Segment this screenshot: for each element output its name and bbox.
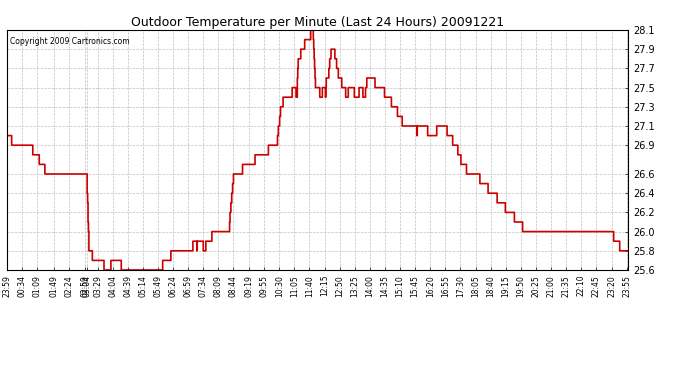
Text: Copyright 2009 Cartronics.com: Copyright 2009 Cartronics.com xyxy=(10,37,130,46)
Title: Outdoor Temperature per Minute (Last 24 Hours) 20091221: Outdoor Temperature per Minute (Last 24 … xyxy=(131,16,504,29)
